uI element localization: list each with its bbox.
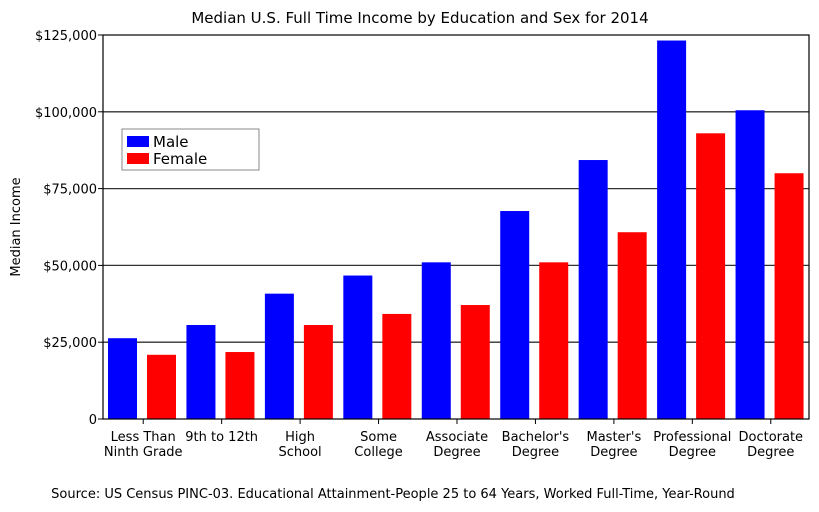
x-tick-label: Associate (426, 430, 488, 445)
y-tick-label: 0 (89, 413, 97, 428)
bar-male (264, 293, 294, 419)
x-tick-label: High (285, 430, 315, 445)
y-tick-label: $50,000 (43, 259, 97, 274)
x-tick-label: Degree (433, 445, 480, 460)
source-note: Source: US Census PINC-03. Educational A… (51, 487, 735, 502)
bar-female (774, 173, 804, 419)
bar-female (617, 232, 647, 419)
legend-label-male: Male (153, 133, 189, 151)
bar-male (578, 160, 608, 419)
bar-male (343, 275, 373, 419)
x-tick-label: Doctorate (738, 430, 803, 445)
bar-female (460, 305, 490, 419)
x-tick-label: College (354, 445, 403, 460)
chart-title: Median U.S. Full Time Income by Educatio… (191, 9, 648, 27)
legend-swatch-male (127, 136, 149, 147)
plot-frame (102, 34, 810, 420)
y-tick-label: $75,000 (43, 183, 97, 198)
bar-male (500, 211, 530, 419)
legend-label-female: Female (153, 150, 207, 168)
x-tick-label: Ninth Grade (104, 445, 183, 460)
bar-female (225, 352, 255, 419)
y-tick-label: $100,000 (35, 106, 97, 121)
bar-male (108, 338, 137, 419)
bar-female (303, 324, 333, 419)
x-tick-label: Bachelor's (502, 430, 570, 445)
x-tick-label: Some (360, 430, 397, 445)
bar-male (186, 324, 216, 419)
bar-female (147, 354, 176, 419)
x-tick-label: Professional (653, 430, 731, 445)
x-tick-label: Less Than (111, 430, 176, 445)
x-tick-label: Degree (590, 445, 637, 460)
bar-male (657, 40, 687, 419)
y-axis-label: Median Income (9, 177, 24, 276)
x-tick-label: Degree (747, 445, 794, 460)
bar-male (421, 262, 451, 419)
y-tick-label: $125,000 (35, 29, 97, 44)
x-tick-label: Degree (669, 445, 716, 460)
y-tick-label: $25,000 (43, 336, 97, 351)
legend-swatch-female (127, 153, 149, 164)
x-tick-label: Degree (512, 445, 559, 460)
bar-female (696, 133, 726, 419)
x-tick-label: 9th to 12th (185, 430, 258, 445)
bar-female (539, 262, 569, 419)
x-tick-label: Master's (587, 430, 642, 445)
bar-female (382, 313, 412, 419)
x-tick-label: School (279, 445, 322, 460)
bar-male (735, 110, 765, 419)
